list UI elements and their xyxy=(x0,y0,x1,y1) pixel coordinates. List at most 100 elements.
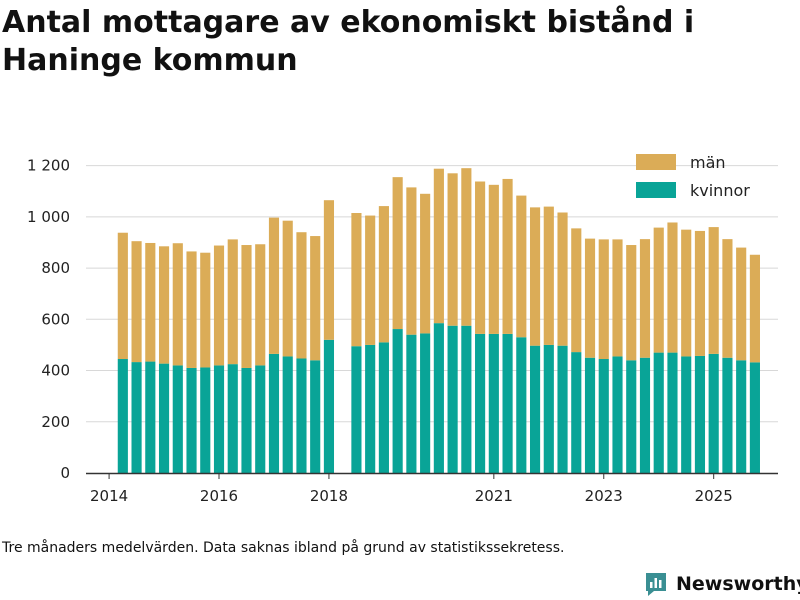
bar-man xyxy=(653,227,664,353)
bar-kvinnor xyxy=(571,352,582,473)
x-axis: 2014 2016 2018 2021 2023 2025 xyxy=(86,472,778,505)
bar-kvinnor xyxy=(255,365,266,473)
bar-kvinnor xyxy=(365,344,376,473)
bar-man xyxy=(172,243,183,366)
bar-kvinnor xyxy=(529,345,541,473)
legend-label: män xyxy=(690,153,726,172)
bar-man xyxy=(255,244,266,366)
bar-kvinnor xyxy=(722,357,733,473)
x-tick-label: 2018 xyxy=(310,487,348,505)
bar-man xyxy=(502,178,513,334)
bar-kvinnor xyxy=(667,352,678,473)
y-tick-label: 400 xyxy=(41,362,70,380)
bar-kvinnor xyxy=(433,323,444,473)
bar-kvinnor xyxy=(584,357,596,473)
bar-kvinnor xyxy=(626,360,637,473)
x-tick-label: 2023 xyxy=(585,487,623,505)
bar-kvinnor xyxy=(612,356,623,473)
y-tick-label: 600 xyxy=(41,310,70,328)
bar-man xyxy=(598,239,609,360)
stacked-bar-chart: 0 200 400 600 800 1 000 1 200 2014 2016 2018 2021… xyxy=(27,153,778,505)
bar-man xyxy=(351,213,362,347)
bar-man xyxy=(612,239,623,357)
legend: män kvinnor xyxy=(636,153,750,200)
bar-man xyxy=(420,193,431,334)
bar-kvinnor xyxy=(378,342,389,473)
bar-man xyxy=(406,187,417,335)
bar-man xyxy=(296,232,307,359)
y-tick-label: 800 xyxy=(41,259,70,277)
chart-title: Antal mottagare av ekonomiskt bistånd i … xyxy=(2,5,695,78)
bar-kvinnor xyxy=(323,339,335,473)
bar-man xyxy=(323,200,335,340)
bar-man xyxy=(639,239,651,358)
bar-kvinnor xyxy=(145,361,156,473)
bar-man xyxy=(227,239,238,365)
bar-man xyxy=(488,184,499,334)
legend-swatch xyxy=(636,182,676,198)
bar-kvinnor xyxy=(241,367,252,473)
bar-kvinnor xyxy=(282,356,293,473)
bar-kvinnor xyxy=(598,359,609,473)
bar-kvinnor xyxy=(117,359,128,473)
bar-kvinnor xyxy=(749,362,760,473)
y-tick-label: 1 000 xyxy=(27,208,70,226)
bar-man xyxy=(158,246,170,364)
y-tick-label: 0 xyxy=(60,464,70,482)
legend-swatch xyxy=(636,154,676,170)
bar-kvinnor xyxy=(543,344,554,473)
bar-kvinnor xyxy=(708,353,719,473)
bar-man xyxy=(557,212,568,346)
bar-man xyxy=(516,195,527,338)
bar-man xyxy=(736,247,747,361)
bar-man xyxy=(626,245,637,361)
bar-man xyxy=(584,238,596,358)
bar-man xyxy=(241,245,252,368)
bar-kvinnor xyxy=(296,358,307,473)
bar-kvinnor xyxy=(681,356,692,473)
bar-man xyxy=(365,215,376,345)
bar-kvinnor xyxy=(227,364,238,473)
bar-man xyxy=(749,254,760,363)
bar-man xyxy=(186,251,197,368)
bar-kvinnor xyxy=(653,352,664,473)
x-tick-label: 2025 xyxy=(695,487,733,505)
footnote: Tre månaders medelvärden. Data saknas ib… xyxy=(2,540,565,556)
bar-man xyxy=(461,168,472,326)
bar-man xyxy=(117,232,128,360)
bar-man xyxy=(475,181,486,334)
bar-kvinnor xyxy=(186,367,197,473)
bar-series xyxy=(117,168,760,473)
bar-kvinnor xyxy=(392,329,403,473)
bar-kvinnor xyxy=(213,365,225,473)
bar-kvinnor xyxy=(420,333,431,473)
x-tick-label: 2014 xyxy=(90,487,128,505)
logo-text: Newsworthy xyxy=(676,573,800,595)
bar-man xyxy=(681,229,692,357)
bar-man xyxy=(667,222,678,353)
bar-kvinnor xyxy=(736,360,747,473)
bar-kvinnor xyxy=(200,367,211,473)
bar-kvinnor xyxy=(447,325,458,473)
bar-kvinnor xyxy=(131,362,142,473)
bar-kvinnor xyxy=(502,333,513,473)
y-axis: 0 200 400 600 800 1 000 1 200 xyxy=(27,157,70,482)
bar-kvinnor xyxy=(639,357,651,473)
newsworthy-logo-icon xyxy=(646,573,666,596)
bar-man xyxy=(378,206,389,343)
bar-kvinnor xyxy=(557,345,568,473)
y-tick-label: 1 200 xyxy=(27,157,70,175)
bar-man xyxy=(447,173,458,326)
bar-kvinnor xyxy=(406,334,417,473)
bar-man xyxy=(213,245,225,366)
newsworthy-logo: Newsworthy xyxy=(644,568,800,600)
bar-man xyxy=(310,236,321,361)
bar-kvinnor xyxy=(488,333,499,473)
bar-man xyxy=(433,168,444,324)
bar-kvinnor xyxy=(475,333,486,473)
bar-man xyxy=(282,220,293,357)
legend-label: kvinnor xyxy=(690,181,750,200)
bar-man xyxy=(708,227,719,354)
x-tick-label: 2016 xyxy=(200,487,238,505)
bar-man xyxy=(200,252,211,368)
